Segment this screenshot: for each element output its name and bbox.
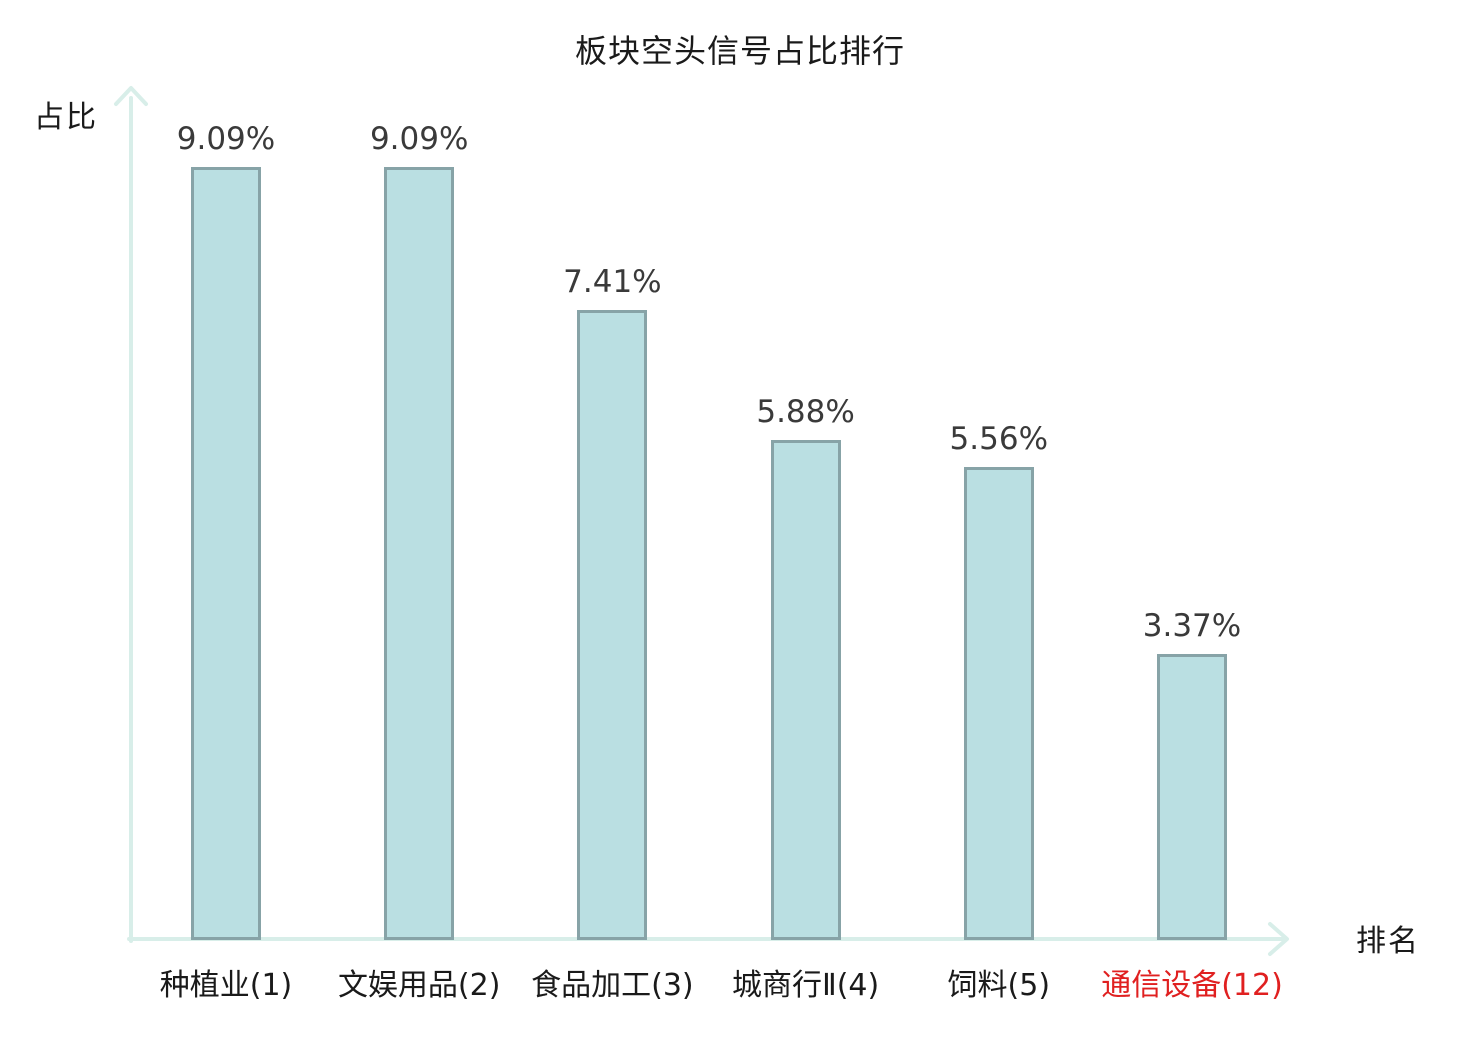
category-label: 通信设备(12) — [1101, 968, 1283, 1003]
bar-value-label: 5.88% — [756, 394, 855, 430]
bar — [384, 167, 455, 940]
bar-value-label: 9.09% — [369, 121, 469, 157]
bar-value-label: 5.56% — [949, 421, 1049, 457]
bar-value-label: 7.41% — [563, 264, 662, 300]
chart-title: 板块空头信号占比排行 — [574, 32, 905, 70]
x-axis-label: 排名 — [1356, 924, 1420, 959]
category-label: 食品加工(3) — [531, 968, 694, 1003]
bar — [1157, 654, 1227, 940]
bar-value-label: 9.09% — [176, 121, 276, 157]
bar — [191, 167, 261, 940]
category-label: 饲料(5) — [947, 968, 1051, 1003]
y-axis-label: 占比 — [34, 100, 98, 135]
bar-value-label: 3.37% — [1142, 608, 1242, 644]
bar — [577, 310, 648, 940]
category-label: 城商行Ⅱ(4) — [731, 968, 880, 1003]
bar — [963, 467, 1034, 940]
category-label: 种植业(1) — [159, 968, 293, 1003]
category-label: 文娱用品(2) — [337, 968, 501, 1003]
bar — [770, 440, 841, 940]
